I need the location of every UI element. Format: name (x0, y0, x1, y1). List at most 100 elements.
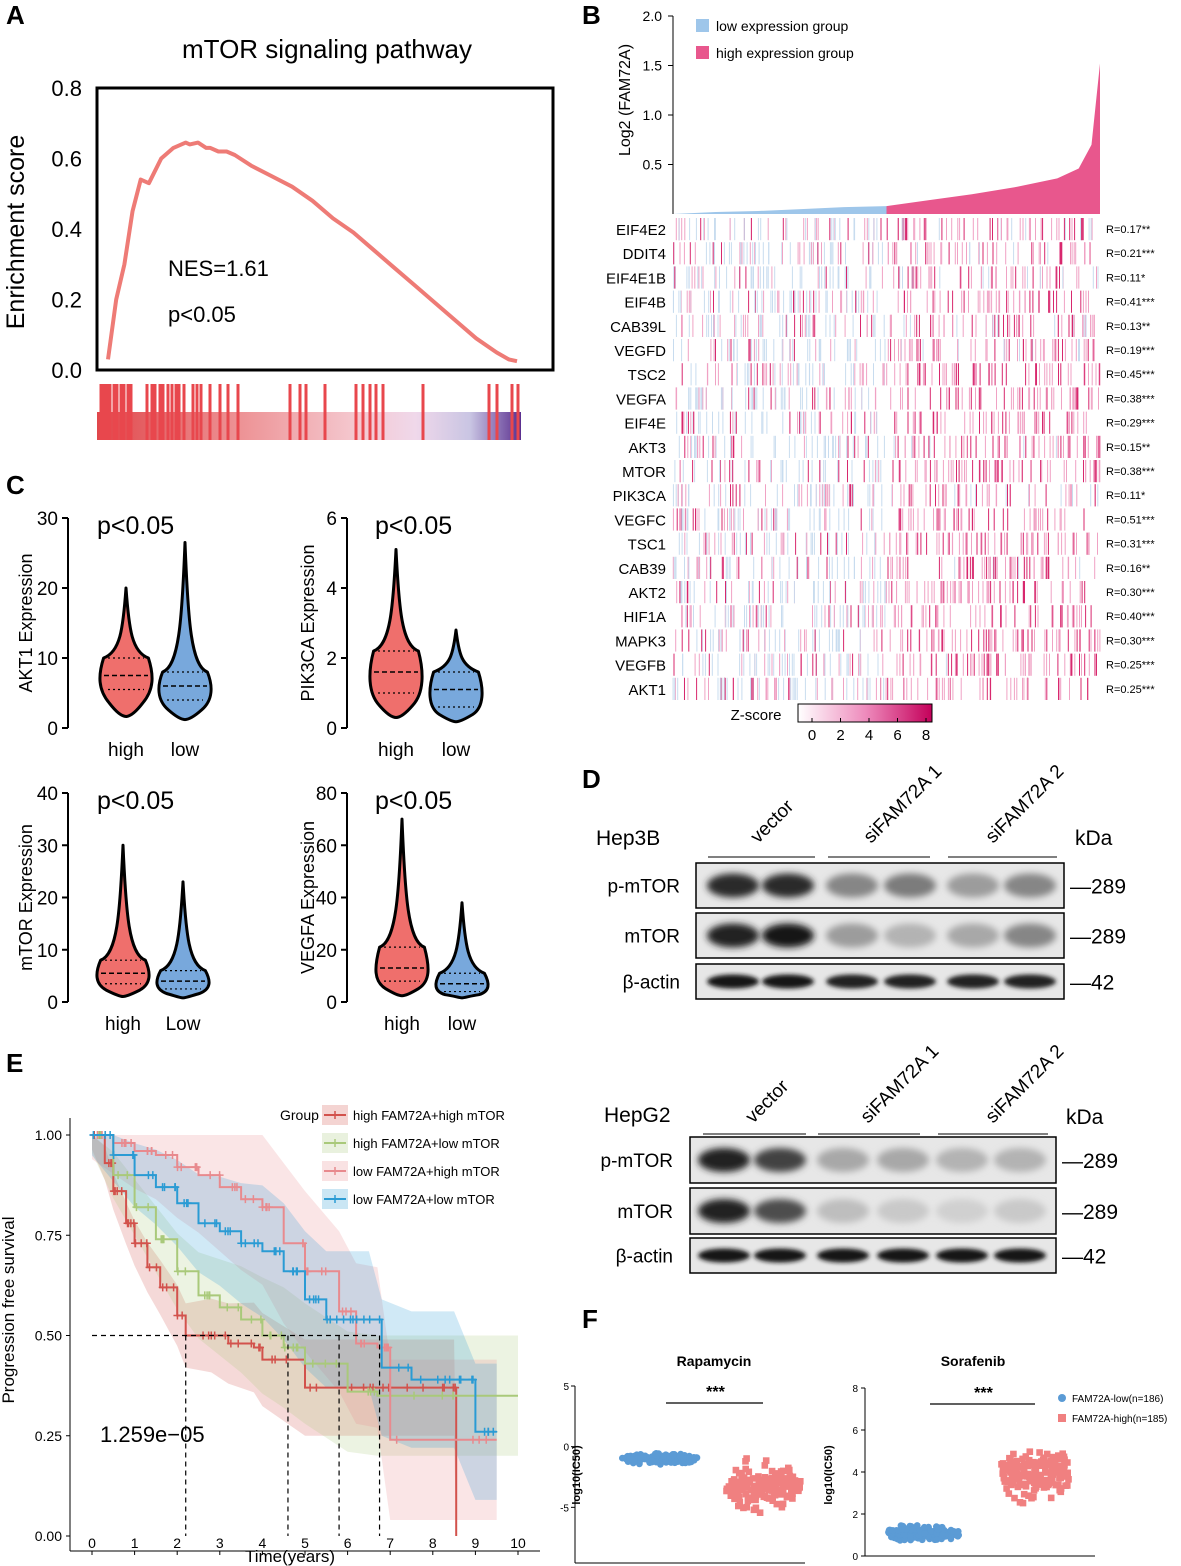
gsea-title: mTOR signaling pathway (182, 34, 472, 64)
western-blots: Hep3B kDa vector siFAM72A 1 siFAM72A 2 p-mTOR… (596, 761, 1126, 1274)
km-censor-mark (445, 1375, 454, 1384)
ic50-point-high (1022, 1453, 1030, 1460)
km-xtick: 9 (472, 1535, 480, 1551)
correlation-label: R=0.45*** (1106, 369, 1155, 381)
blot-band (817, 1148, 869, 1172)
km-censor-mark (137, 1239, 146, 1248)
ic50-point-high (743, 1455, 750, 1462)
ic50-point-low (889, 1527, 897, 1535)
ic50-point-high (745, 1468, 753, 1476)
km-censor-mark (147, 1147, 156, 1156)
violin-ytick: 40 (316, 889, 337, 910)
violin-body (374, 817, 430, 998)
km-censor-mark (249, 1195, 258, 1204)
ic50-point-high (742, 1490, 750, 1498)
ic50-point-high (789, 1495, 796, 1502)
ic50-point-high (784, 1492, 792, 1500)
violin-ytick: 0 (47, 719, 58, 740)
ic50-point-high (1043, 1461, 1050, 1469)
ic50-title: Sorafenib (941, 1353, 1006, 1369)
correlation-label: R=0.31*** (1106, 539, 1155, 551)
ic50-point-high (740, 1504, 747, 1512)
km-censor-mark (223, 1303, 232, 1312)
violin-ytick: 10 (37, 649, 58, 670)
blot-group-label: vector (747, 796, 799, 848)
ic50-point-high (788, 1483, 795, 1491)
violin-ytick: 4 (326, 579, 337, 600)
ic50-point-high (999, 1465, 1007, 1473)
ic50-title: Rapamycin (677, 1353, 752, 1369)
ic50-point-high (1014, 1483, 1022, 1491)
ic50-point-high (999, 1470, 1006, 1477)
blot-size-label: —289 (1070, 926, 1126, 949)
ic50-point-high (735, 1469, 743, 1477)
gene-label: MTOR (622, 464, 666, 481)
ic50-point-high (768, 1467, 776, 1475)
km-censor-mark (215, 1171, 224, 1180)
ic50-point-high (1064, 1482, 1071, 1489)
km-censor-mark (323, 1315, 332, 1324)
b-heatmap (672, 218, 1101, 700)
blot-group-label: siFAM72A 1 (860, 761, 947, 848)
ic50-ylabel: log10(IC50) (571, 1445, 583, 1505)
ic50-point-high (730, 1484, 737, 1492)
ic50-point-high (1040, 1454, 1048, 1462)
violin-ytick: 0 (326, 993, 337, 1014)
km-ytick: 0.75 (35, 1227, 62, 1243)
panel-a: A mTOR signaling pathway Enrichment scor… (2, 0, 555, 440)
ic50-point-high (743, 1503, 750, 1511)
km-censor-mark (317, 1267, 326, 1276)
ic50-point-low (671, 1459, 679, 1467)
km-median-lines (92, 1334, 381, 1536)
ic50-point-high (1007, 1481, 1015, 1489)
km-censor-mark (321, 1359, 330, 1368)
km-censor-mark (346, 1307, 355, 1316)
km-xtick: 4 (259, 1535, 267, 1551)
km-legend-censor (331, 1111, 339, 1119)
km-censor-mark (128, 1151, 137, 1160)
blot-band (947, 873, 999, 898)
km-legend-label: low FAM72A+low mTOR (353, 1192, 495, 1207)
violin-ytick: 40 (37, 784, 58, 805)
ic50-point-high (1036, 1449, 1043, 1456)
blot-band (817, 1248, 869, 1263)
gene-label: HIF1A (623, 609, 666, 626)
ic50-point-high (765, 1482, 772, 1489)
km-censor-mark (247, 1339, 256, 1348)
ic50-point-low (628, 1455, 636, 1463)
km-censor-mark (132, 1203, 141, 1212)
western-blot: Hep3B kDa vector siFAM72A 1 siFAM72A 2 p-mTOR… (596, 761, 1126, 1000)
b-ytick: 1.5 (643, 58, 663, 74)
km-censor-mark (145, 1263, 154, 1272)
blot-band (698, 1148, 750, 1172)
blot-band (754, 1248, 806, 1263)
ic50-point-high (1007, 1477, 1014, 1484)
violin-xlabel: Low (166, 1014, 201, 1035)
km-censor-mark (419, 1383, 428, 1392)
blot-band (994, 1199, 1046, 1223)
km-censor-mark (206, 1171, 215, 1180)
panel-f-letter: F (582, 1304, 598, 1334)
western-blot: HepG2 kDa vector siFAM72A 1 siFAM72A 2 p-mTOR… (601, 1041, 1118, 1274)
ic50-point-low (648, 1457, 656, 1465)
blot-band (877, 1248, 929, 1263)
panel-a-letter: A (6, 0, 25, 30)
ic50-point-high (1030, 1479, 1038, 1487)
gsea-hit-marks (99, 384, 520, 440)
ic50-point-high (1047, 1460, 1054, 1467)
km-censor-mark (282, 1355, 291, 1364)
ic50-point-high (1035, 1471, 1043, 1479)
ic50-point-high (773, 1500, 781, 1508)
ic50-point-high (998, 1461, 1005, 1468)
km-censor-mark (271, 1355, 280, 1364)
km-censor-mark (271, 1247, 280, 1256)
ic50-point-high (779, 1500, 787, 1508)
violin-body (428, 628, 484, 724)
ic50-point-high (734, 1487, 742, 1494)
ic50-point-high (729, 1489, 737, 1497)
violin-ylabel: AKT1 Expression (16, 553, 36, 692)
b-legend-high-swatch (696, 46, 709, 59)
ic50-point-high (1026, 1473, 1033, 1481)
ic50-point-high (769, 1497, 776, 1504)
ic50-point-high (755, 1476, 763, 1484)
